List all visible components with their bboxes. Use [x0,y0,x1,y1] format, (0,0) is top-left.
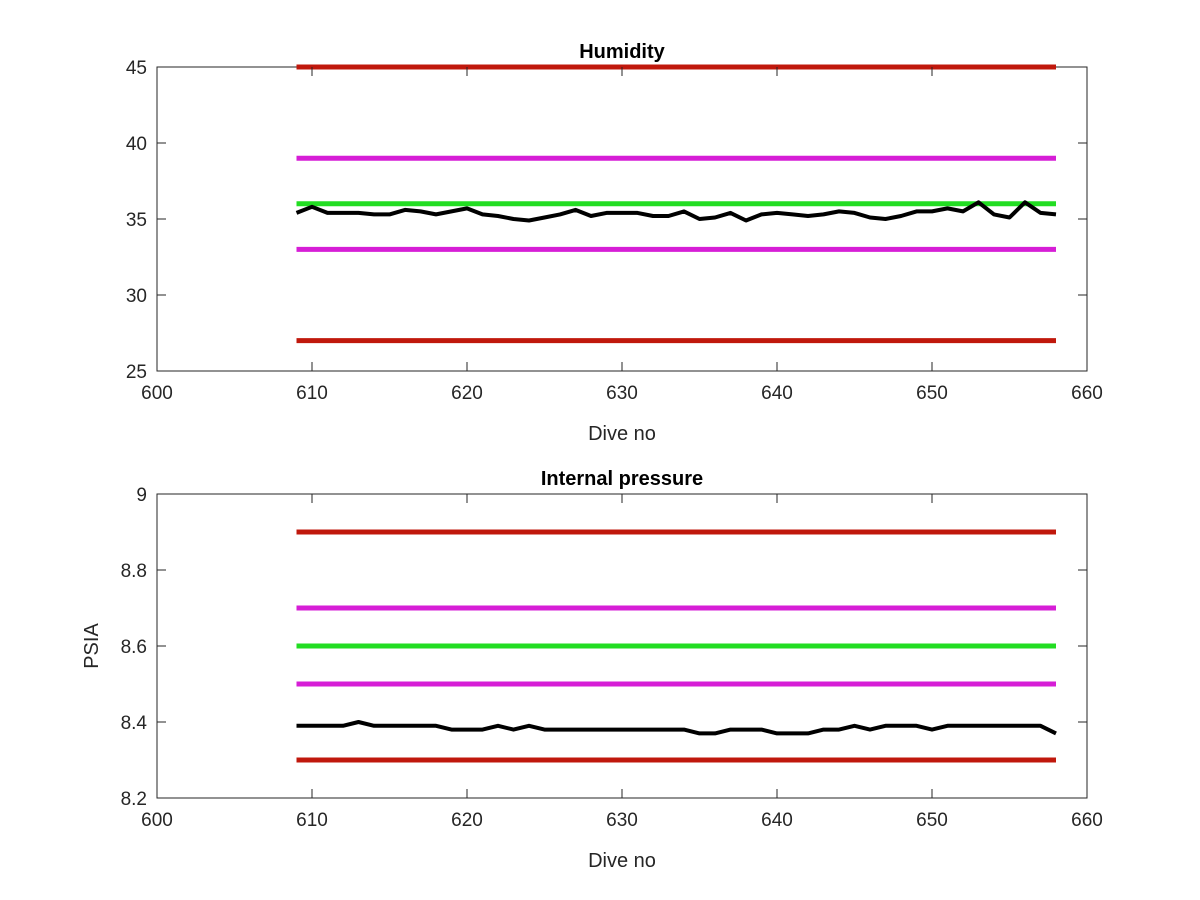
x-tick-label-humidity: 600 [141,383,173,404]
x-tick-label-humidity: 640 [761,383,793,404]
y-tick-label-internal-pressure: 9 [136,485,147,506]
series-layer-humidity [295,64,1057,344]
ticks-layer-humidity: 600 610 620 630 640 650 660 25 30 35 40 45 [126,58,1103,404]
x-tick-label-humidity: 620 [451,383,483,404]
series-line-measured-humidity [295,200,1057,223]
chart-title-humidity: Humidity [579,41,665,63]
x-axis-label-humidity: Dive no [588,423,656,445]
x-tick-label-internal-pressure: 610 [296,810,328,831]
x-tick-label-internal-pressure: 620 [451,810,483,831]
axes-box-humidity [156,66,1088,372]
x-tick-label-humidity: 630 [606,383,638,404]
y-axis-label-internal-pressure: PSIA [81,623,103,669]
series-line-measured-internal-pressure [296,720,1057,736]
x-axis-label-internal-pressure: Dive no [588,850,656,872]
x-tick-label-internal-pressure: 640 [761,810,793,831]
y-tick-label-humidity: 45 [126,58,147,79]
chart-title-internal-pressure: Internal pressure [541,468,703,490]
y-tick-label-internal-pressure: 8.2 [121,789,147,810]
y-tick-label-humidity: 35 [126,210,147,231]
x-tick-label-humidity: 610 [296,383,328,404]
x-tick-label-humidity: 660 [1071,383,1103,404]
y-tick-label-humidity: 25 [126,362,147,383]
x-tick-label-internal-pressure: 630 [606,810,638,831]
y-tick-label-internal-pressure: 8.4 [121,713,148,734]
y-tick-label-humidity: 40 [126,134,147,155]
ticks-layer-internal-pressure: 600 610 620 630 640 650 660 8.2 8.4 8.6 8.8 9 [121,485,1103,831]
y-tick-label-internal-pressure: 8.6 [121,637,147,658]
chart-internal-pressure: 600 610 620 630 640 650 660 8.2 8.4 8.6 8.8 9 Inter… [81,468,1103,872]
x-tick-label-internal-pressure: 660 [1071,810,1103,831]
x-tick-label-internal-pressure: 600 [141,810,173,831]
y-tick-label-internal-pressure: 8.8 [121,561,147,582]
x-tick-label-humidity: 650 [916,383,948,404]
x-tick-label-internal-pressure: 650 [916,810,948,831]
series-layer-internal-pressure [296,529,1057,763]
chart-humidity: 600 610 620 630 640 650 660 25 30 35 40 45 Humidity… [126,41,1103,445]
y-tick-label-humidity: 30 [126,286,147,307]
